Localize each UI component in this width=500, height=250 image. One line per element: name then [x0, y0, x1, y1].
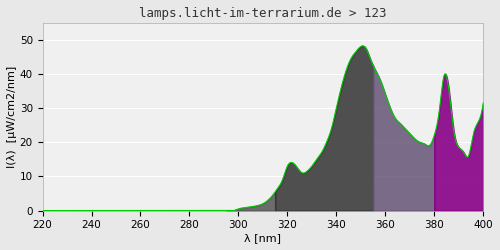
- Title: lamps.licht-im-terrarium.de > 123: lamps.licht-im-terrarium.de > 123: [139, 7, 386, 20]
- Y-axis label: I(λ)  [μW/cm2/nm]: I(λ) [μW/cm2/nm]: [7, 66, 17, 168]
- X-axis label: λ [nm]: λ [nm]: [244, 233, 282, 243]
